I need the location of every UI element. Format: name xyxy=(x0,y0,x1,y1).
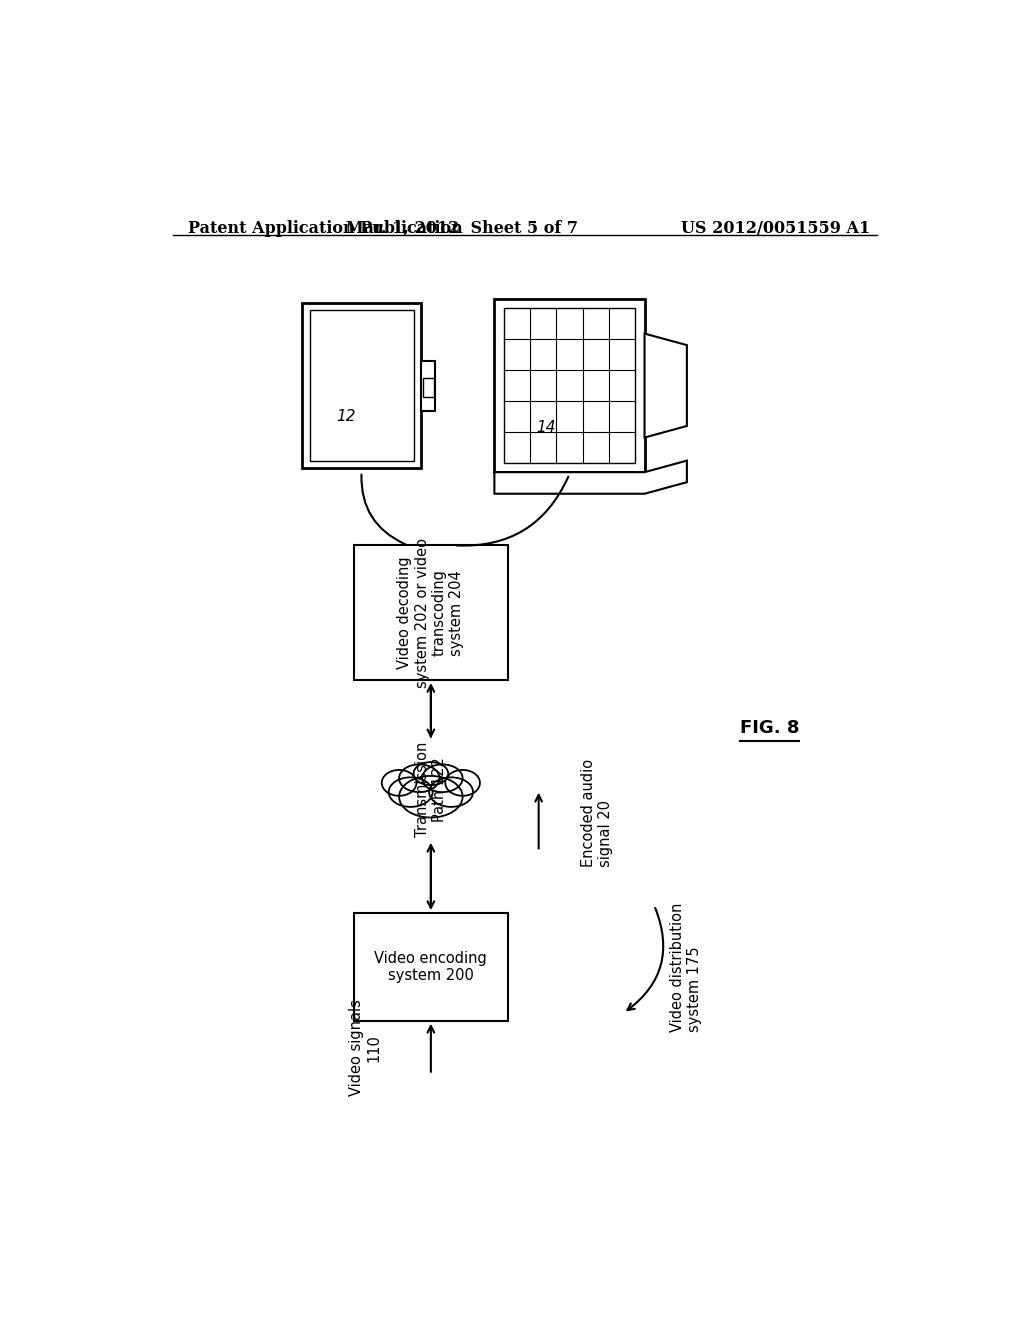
FancyArrowPatch shape xyxy=(361,475,406,544)
Text: FIG. 8: FIG. 8 xyxy=(740,719,800,737)
FancyBboxPatch shape xyxy=(354,545,508,680)
Text: Video distribution
system 175: Video distribution system 175 xyxy=(670,902,702,1032)
Ellipse shape xyxy=(399,764,439,792)
Text: 14: 14 xyxy=(537,420,556,436)
Text: Transmission
Path 122: Transmission Path 122 xyxy=(415,742,447,837)
Polygon shape xyxy=(644,334,687,437)
Text: Mar. 1, 2012  Sheet 5 of 7: Mar. 1, 2012 Sheet 5 of 7 xyxy=(346,220,578,238)
FancyBboxPatch shape xyxy=(504,308,635,463)
FancyArrowPatch shape xyxy=(628,908,664,1010)
Text: Patent Application Publication: Patent Application Publication xyxy=(188,220,463,238)
FancyBboxPatch shape xyxy=(495,298,644,473)
Text: US 2012/0051559 A1: US 2012/0051559 A1 xyxy=(681,220,869,238)
Ellipse shape xyxy=(389,777,432,807)
FancyArrowPatch shape xyxy=(457,477,568,545)
FancyBboxPatch shape xyxy=(354,913,508,1020)
Text: Video signals
110: Video signals 110 xyxy=(349,999,382,1096)
Text: Encoded audio
signal 20: Encoded audio signal 20 xyxy=(581,759,613,867)
FancyBboxPatch shape xyxy=(302,302,421,469)
FancyBboxPatch shape xyxy=(423,378,433,397)
Ellipse shape xyxy=(382,770,417,796)
Ellipse shape xyxy=(445,770,480,796)
Polygon shape xyxy=(495,461,687,494)
Text: Video decoding
system 202 or video
transcoding
system 204: Video decoding system 202 or video trans… xyxy=(397,537,465,688)
Text: 12: 12 xyxy=(337,409,356,424)
Text: Video encoding
system 200: Video encoding system 200 xyxy=(375,950,487,983)
Ellipse shape xyxy=(422,764,463,792)
FancyBboxPatch shape xyxy=(421,360,435,411)
Ellipse shape xyxy=(429,777,473,807)
Ellipse shape xyxy=(399,776,463,817)
Ellipse shape xyxy=(414,762,449,785)
FancyBboxPatch shape xyxy=(309,310,414,461)
